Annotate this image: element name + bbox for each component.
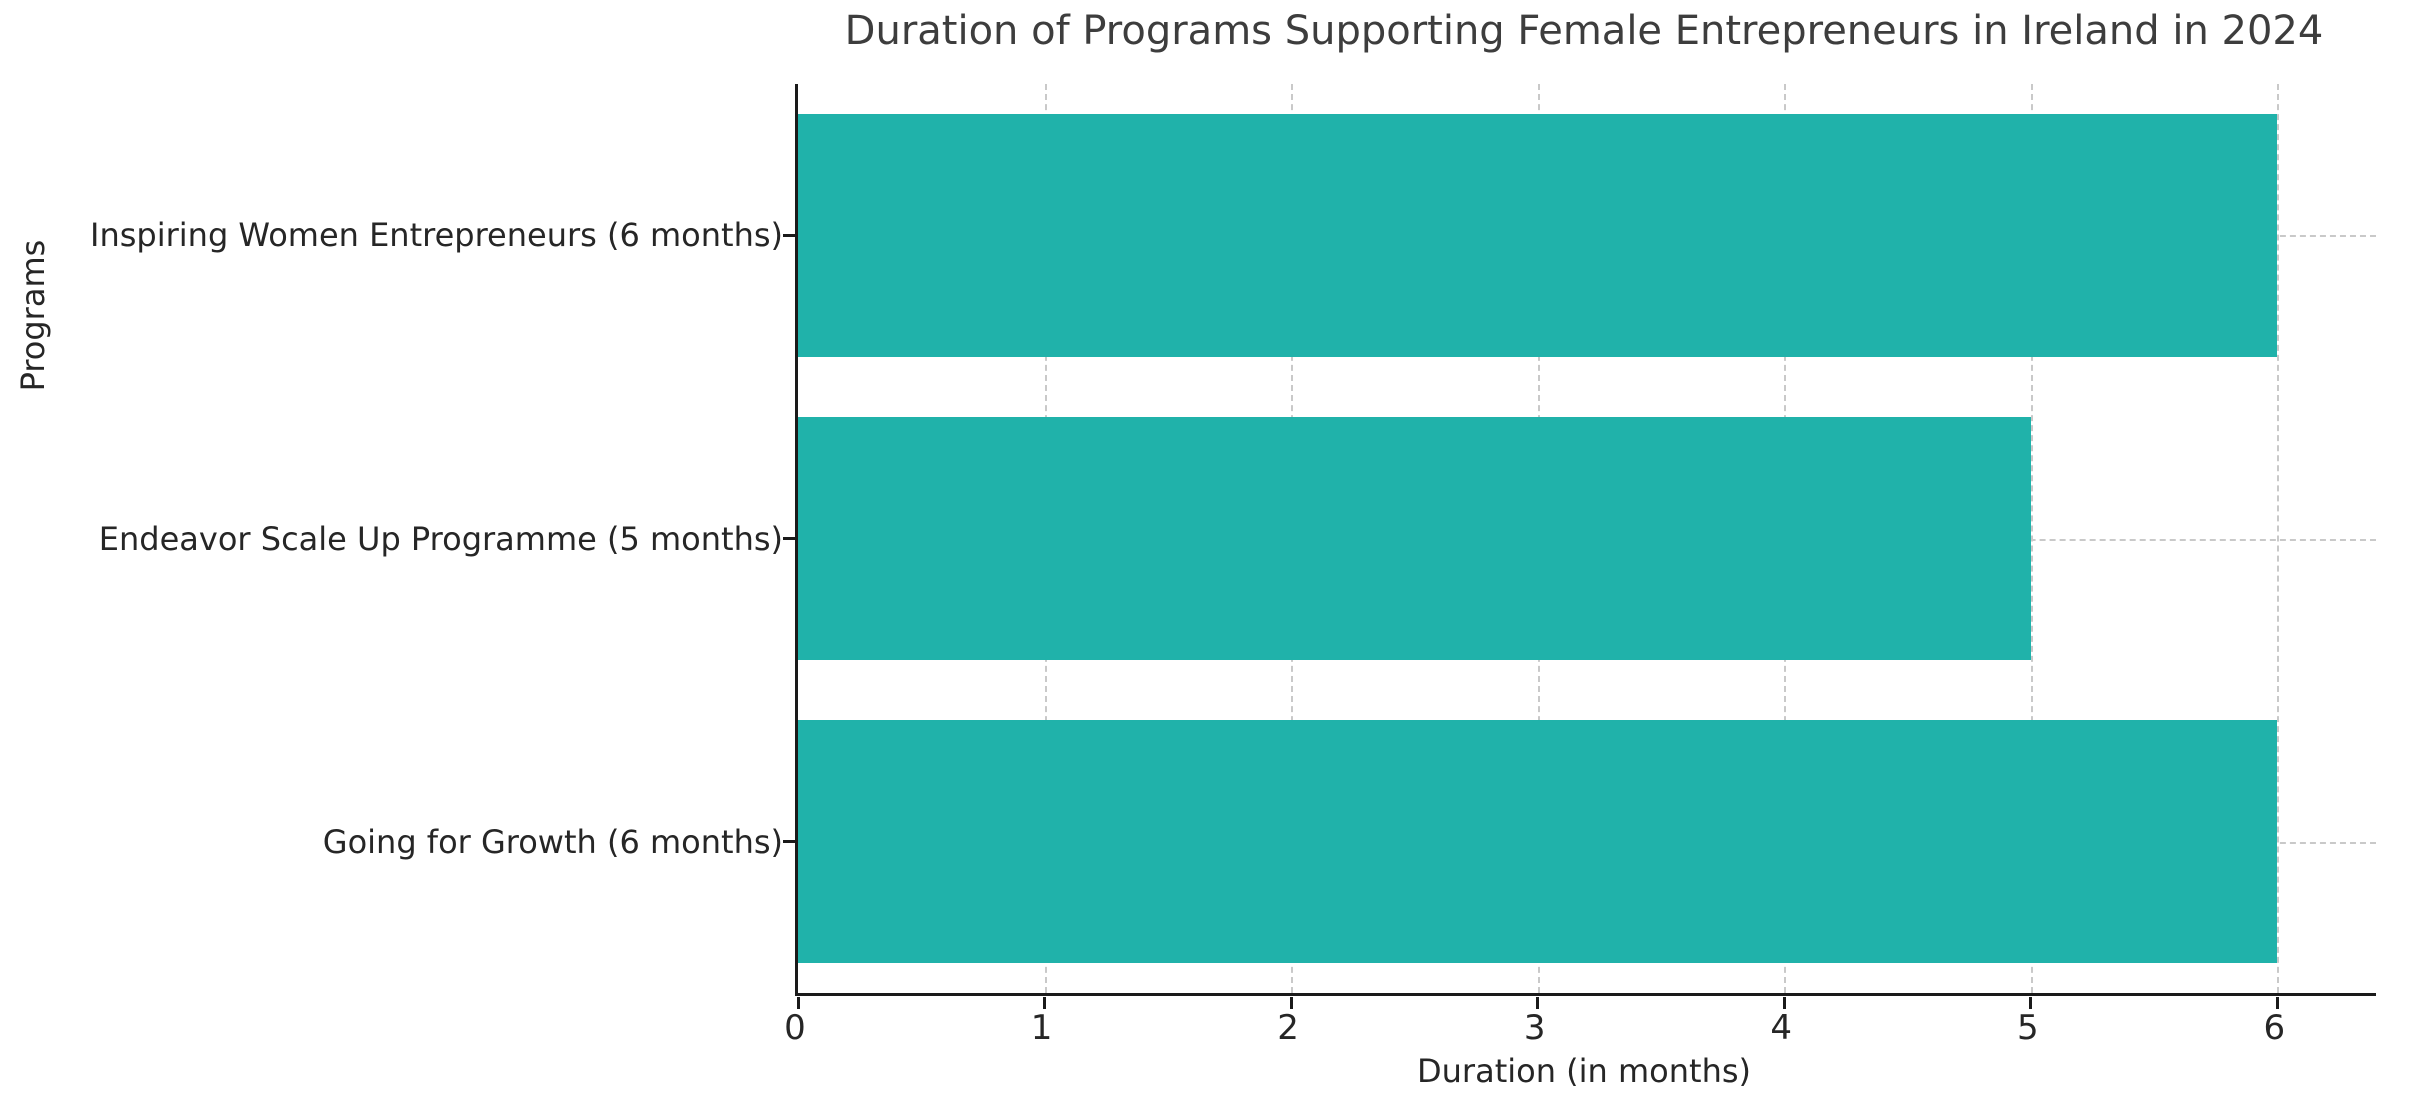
x-tick-mark [2029,997,2033,1009]
x-axis-tick-labels: 0 1 2 3 4 5 6 [784,1008,2373,1048]
x-tick-mark [1043,997,1047,1009]
y-axis-label: Programs [14,239,52,391]
chart-title: Duration of Programs Supporting Female E… [844,8,2324,54]
x-tick-label: 6 [2263,1008,2286,1048]
y-tick-label category-label: Inspiring Women Entrepreneurs (6 months) [90,216,783,255]
y-tick-mark [783,840,795,843]
x-tick-mark [796,997,800,1009]
bar [798,114,2278,357]
bar [798,720,2278,963]
y-axis-tick-labels: Inspiring Women Entrepreneurs (6 months)… [0,84,783,993]
y-tick-label category-label: Endeavor Scale Up Programme (5 months) [98,519,783,558]
x-axis-label: Duration (in months) [1417,1052,1751,1090]
x-tick-mark [1289,997,1293,1009]
y-tick-mark [783,537,795,540]
bar [798,417,2031,660]
x-tick-label: 0 [784,1008,806,1048]
y-tick-label category-label: Going for Growth (6 months) [322,822,783,861]
x-tick-label: 5 [2016,1008,2039,1048]
x-tick-mark [2275,997,2279,1009]
y-tick-mark [783,233,795,237]
x-tick-label: 3 [1523,1008,1546,1048]
plot-area [783,84,2376,1009]
x-tick-mark [1782,997,1786,1009]
x-tick-label: 1 [1030,1008,1053,1048]
x-tick-label: 2 [1277,1008,1299,1048]
x-tick-mark [1536,997,1540,1009]
x-tick-label: 4 [1770,1008,1793,1048]
